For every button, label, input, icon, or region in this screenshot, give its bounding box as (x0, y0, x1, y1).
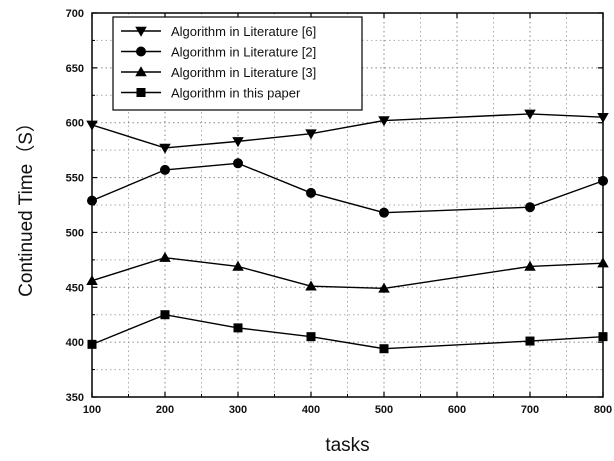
data-point (305, 129, 317, 140)
legend-item: Algorithm in Literature [6] (121, 24, 316, 39)
y-tick-label: 600 (66, 118, 84, 130)
x-tick-label: 300 (229, 404, 247, 416)
x-tick-label: 200 (156, 404, 174, 416)
data-point (525, 202, 535, 213)
data-point (159, 143, 171, 154)
y-tick-label: 500 (66, 227, 84, 239)
axis-ticks: 100 200 300 400 500 600 700 800 350 400 450 500 550 6… (66, 8, 613, 416)
x-tick-label: 500 (375, 404, 393, 416)
x-tick-label: 400 (302, 404, 320, 416)
data-point (525, 336, 535, 346)
x-tick-label: 700 (521, 404, 539, 416)
legend-label: Algorithm in Literature [3] (171, 65, 316, 80)
y-axis-title: Continued Time（S） (15, 113, 37, 297)
data-point (378, 282, 390, 293)
data-point (379, 207, 389, 218)
series-1 (86, 109, 609, 154)
y-tick-label: 450 (66, 282, 84, 294)
legend-item: Algorithm in this paper (121, 86, 301, 101)
legend-box (112, 16, 363, 111)
legend-item: Algorithm in Literature [3] (121, 65, 316, 80)
legend-marker (135, 26, 147, 37)
x-axis-title: tasks (325, 435, 369, 456)
legend-label: Algorithm in this paper (171, 86, 301, 101)
legend-marker (136, 46, 146, 57)
y-tick-label: 700 (66, 8, 84, 20)
data-point (232, 137, 244, 148)
y-tick-label: 350 (66, 392, 84, 404)
series-3 (86, 251, 609, 293)
y-tick-label: 400 (66, 337, 84, 349)
y-tick-label: 550 (66, 173, 84, 185)
legend-label: Algorithm in Literature [2] (171, 45, 316, 60)
data-point (160, 164, 170, 175)
legend-marker (136, 88, 146, 97)
x-tick-label: 600 (448, 404, 466, 416)
data-point (378, 116, 390, 127)
legend: Algorithm in Literature [6] Algorithm in … (112, 16, 363, 111)
data-point (524, 109, 536, 120)
data-point (233, 323, 243, 333)
data-point (233, 158, 243, 169)
y-tick-label: 650 (66, 63, 84, 75)
data-point (379, 344, 389, 354)
legend-label: Algorithm in Literature [6] (171, 24, 316, 39)
data-point (306, 332, 316, 342)
data-point (159, 251, 171, 262)
x-tick-label: 800 (594, 404, 612, 416)
data-point (306, 187, 316, 198)
series-2 (87, 158, 608, 218)
data-point (160, 310, 170, 320)
legend-item: Algorithm in Literature [2] (121, 45, 316, 60)
data-point (524, 260, 536, 271)
legend-marker (135, 66, 147, 77)
series-layer (86, 109, 609, 354)
data-point (232, 260, 244, 271)
data-point (305, 280, 317, 291)
x-tick-label: 100 (83, 404, 101, 416)
